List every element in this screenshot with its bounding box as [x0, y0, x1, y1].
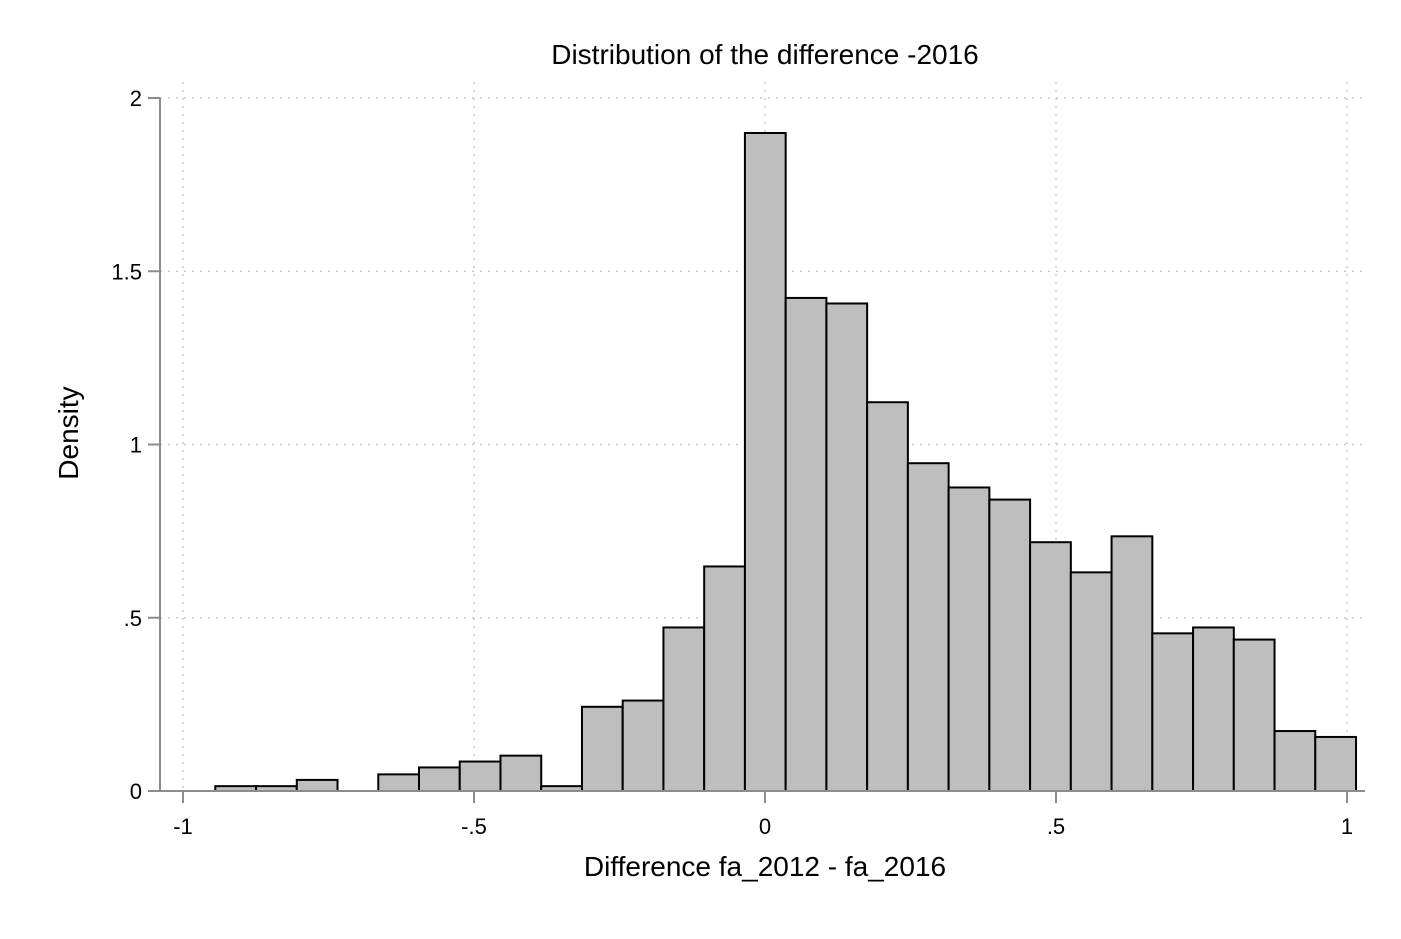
axis-layer: 0 .5 1 1.5 2 -1 -.5 0 .5 1 — [111, 86, 1365, 839]
x-tick-label: -1 — [173, 814, 193, 839]
histogram-bar — [784, 296, 828, 792]
x-tick-label: .5 — [1047, 814, 1065, 839]
histogram-bar — [1192, 626, 1235, 793]
y-tick-label: 0 — [130, 779, 142, 804]
x-tick-label: -.5 — [461, 814, 487, 839]
histogram-bar — [743, 131, 787, 792]
histogram-bar — [295, 778, 339, 792]
histogram-bar — [947, 486, 991, 792]
histogram-bar — [1029, 541, 1072, 793]
chart-title: Distribution of the difference -2016 — [551, 39, 979, 70]
y-tick-label: 1 — [130, 433, 142, 458]
histogram-bar — [1069, 571, 1113, 793]
histogram-bar — [1273, 730, 1317, 792]
bar-layer — [214, 131, 1358, 793]
y-tick-label: .5 — [124, 606, 142, 631]
histogram-bar — [866, 401, 909, 792]
histogram-bar — [1314, 735, 1358, 792]
y-tick-label: 1.5 — [111, 259, 142, 284]
x-axis-title: Difference fa_2012 - fa_2016 — [584, 851, 946, 882]
histogram-bar — [988, 498, 1032, 792]
histogram-bar — [418, 766, 461, 792]
histogram-bar — [703, 565, 746, 793]
histogram-bar — [621, 699, 665, 792]
histogram-bar — [377, 773, 421, 792]
x-tick-label: 1 — [1341, 814, 1353, 839]
x-tick-label: 0 — [759, 814, 771, 839]
histogram-bar — [825, 302, 869, 792]
histogram-bar — [1151, 632, 1195, 793]
grid-layer — [160, 82, 1365, 791]
y-tick-label: 2 — [130, 86, 142, 111]
y-axis-title: Density — [53, 386, 84, 479]
histogram-bar — [458, 760, 502, 792]
histogram-bar — [580, 705, 624, 792]
histogram-bar — [662, 626, 706, 793]
histogram-bar — [906, 462, 950, 792]
histogram-bar — [1110, 535, 1154, 793]
histogram-bar — [499, 754, 543, 792]
histogram-bar — [1232, 638, 1276, 793]
